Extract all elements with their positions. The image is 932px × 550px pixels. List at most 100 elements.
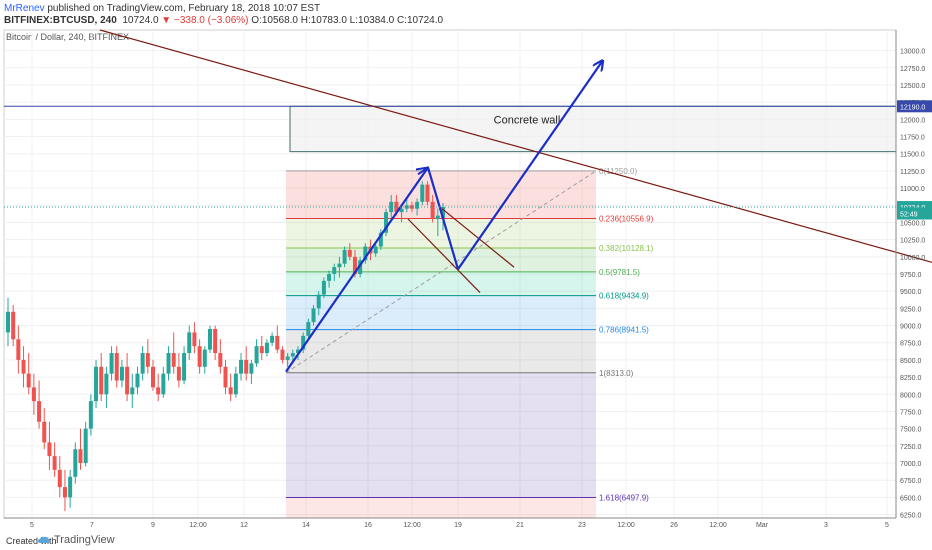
price-tick-label: 7500.0 [900,427,922,434]
candle-body [37,401,42,422]
candle-body [119,366,124,381]
candle-body [399,208,404,213]
fib-level-label: 0.382(10128.1) [599,244,654,253]
fib-band [286,295,596,330]
symbol-label: BITFINEX:BTCUSD, 240 [4,15,117,26]
price-tick-label: 11500.0 [900,152,925,159]
candle-body [337,263,342,268]
candle-body [352,256,357,274]
candle-body [99,366,104,395]
candle-body [88,401,93,429]
candle-body [316,294,321,309]
fib-band [286,329,596,373]
candle-body [244,359,249,374]
fib-band [286,271,596,296]
candle-body [42,421,47,443]
candle-body [415,201,420,209]
last-price: 10724.0 [122,15,159,26]
candle-body [166,353,171,374]
candle-body [358,260,363,274]
ohlc-values: O:10568.0 H:10783.0 L:10384.0 C:10724.0 [251,15,444,26]
fib-band [286,218,596,249]
price-tick-label: 8500.0 [900,358,922,365]
price-tick-label: 11250.0 [900,169,925,176]
candle-body [254,346,259,364]
channel-line-upper [441,208,515,268]
candle-body [62,487,67,498]
time-tick-label: 26 [670,522,678,529]
fib-level-label: 0(11250.0) [599,167,637,176]
price-badge-label: 52:49 [900,212,918,219]
price-tick-label: 13000.0 [900,49,925,56]
time-tick-label: 19 [454,522,462,529]
time-tick-label: Mar [756,522,769,529]
candle-body [125,366,130,395]
candle-body [373,246,378,254]
chart-legend-title: Bitcoin / Dollar, 240, BITFINEX [6,32,130,42]
price-tick-label: 10000.0 [900,255,925,262]
time-tick-label: 5 [885,522,889,529]
trend-drawings[interactable] [4,29,932,373]
tradingview-brand[interactable]: TradingView [54,534,115,546]
time-tick-label: 23 [578,522,586,529]
candle-body [384,212,389,233]
candle-body [11,311,16,340]
candle-body [296,349,300,354]
candle-body [430,201,435,220]
candle-body [176,366,181,381]
candle-body [275,335,280,350]
candle-body [171,353,176,367]
candle-body [73,449,78,477]
candle-body [394,201,399,213]
candle-body [280,349,285,360]
candle-body [332,267,337,274]
publish-info: MrRenev published on TradingView.com, Fe… [4,3,320,14]
candle-body [363,246,368,261]
created-with-text: Created with [6,536,57,546]
time-tick-label: 5 [30,522,34,529]
candle-body [192,332,197,347]
down-arrow-icon: ▼ [161,15,172,26]
candle-body [104,373,109,395]
fib-band-extension [286,497,596,518]
candle-body [156,387,161,395]
candle-body [135,373,140,388]
candle-body [161,373,166,395]
author-link[interactable]: MrRenev [4,3,45,14]
downtrend-line [99,29,932,263]
time-tick-label: 12:00 [189,522,207,529]
price-badge [897,207,932,220]
concrete-wall-rect [289,105,897,153]
time-tick-label: 21 [516,522,524,529]
price-tick-label: 9000.0 [900,324,922,331]
price-badge-label: 12190.0 [900,104,925,111]
time-tick-label: 7 [90,522,94,529]
candle-body [130,387,135,395]
candle-body [68,476,73,498]
candle-body [425,184,430,202]
candle-body [202,349,207,367]
candle-body [207,328,212,350]
price-tick-label: 7750.0 [900,409,922,416]
candle-body [57,469,62,488]
candle-body [228,387,233,395]
price-tick-label: 12500.0 [900,83,925,90]
tradingview-cloud-icon [38,536,50,543]
candle-body [109,353,114,374]
price-tick-label: 7250.0 [900,444,922,451]
candle-body [145,353,150,367]
price-tick-label: 10500.0 [900,220,925,227]
candle-body [347,249,352,257]
footer: Created with TradingView [0,532,932,550]
concrete-wall-box[interactable]: Concrete wall [4,105,897,153]
candle-body [285,356,290,360]
candle-body [26,373,31,388]
price-badge [897,100,932,113]
fib-level-label: 0.618(9434.9) [599,292,649,301]
price-tick-label: 11750.0 [900,135,925,142]
breakout-arrow [457,62,602,270]
candlestick-series [6,181,445,512]
candle-body [94,366,99,402]
fib-level-label: 1(8313.0) [599,369,634,378]
